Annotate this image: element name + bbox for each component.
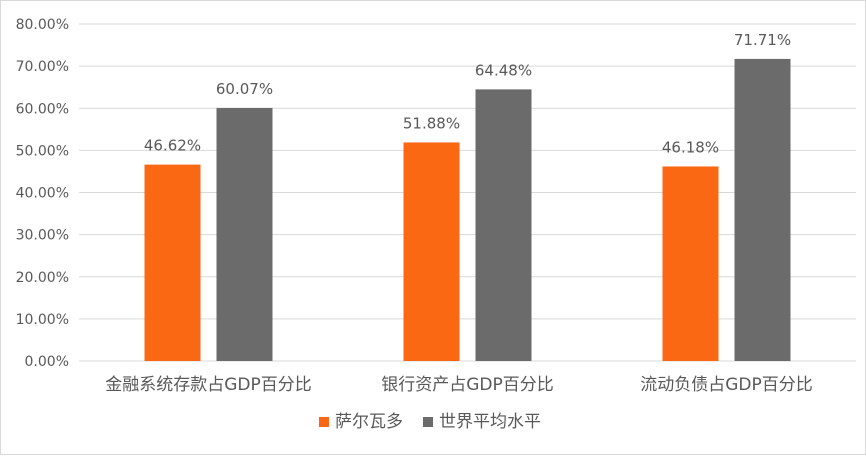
data-label: 51.88% <box>403 114 460 132</box>
bar-world-average <box>475 89 532 362</box>
bar-world-average <box>734 58 791 361</box>
y-tick-label: 50.00% <box>16 143 69 159</box>
y-tick-label: 70.00% <box>16 59 69 75</box>
y-tick-label: 20.00% <box>16 270 69 286</box>
legend-label: 世界平均水平 <box>439 412 541 432</box>
data-label: 71.71% <box>734 31 791 49</box>
bar-el-salvador <box>144 164 201 361</box>
y-axis-tick-labels: 0.00% 10.00% 20.00% 30.00% 40.00% 50.00% 60.00… <box>16 17 69 370</box>
data-label: 60.07% <box>216 80 273 98</box>
x-category-label: 银行资产占GDP百分比 <box>381 375 554 395</box>
data-label: 64.48% <box>475 61 532 79</box>
bar-el-salvador <box>662 166 719 361</box>
gridlines <box>79 23 856 362</box>
y-tick-label: 60.00% <box>16 101 69 117</box>
bars <box>144 58 791 362</box>
legend-swatch <box>423 417 433 427</box>
legend-swatch <box>319 417 329 427</box>
data-label: 46.62% <box>144 137 201 155</box>
y-tick-label: 0.00% <box>25 354 69 370</box>
y-tick-label: 10.00% <box>16 312 69 328</box>
x-axis-category-labels: 金融系统存款占GDP百分比 银行资产占GDP百分比 流动负债占GDP百分比 <box>105 375 813 395</box>
data-labels: 46.62% 60.07% 51.88% 64.48% 46.18% 71.71% <box>144 31 791 157</box>
bar-el-salvador <box>403 142 460 361</box>
legend: 萨尔瓦多 世界平均水平 <box>319 412 541 432</box>
legend-label: 萨尔瓦多 <box>335 412 403 432</box>
data-label: 46.18% <box>662 138 719 156</box>
y-tick-label: 30.00% <box>16 228 69 244</box>
x-category-label: 金融系统存款占GDP百分比 <box>105 375 312 395</box>
bar-world-average <box>216 107 273 361</box>
x-category-label: 流动负债占GDP百分比 <box>640 375 813 395</box>
y-tick-label: 80.00% <box>16 17 69 33</box>
y-tick-label: 40.00% <box>16 186 69 202</box>
